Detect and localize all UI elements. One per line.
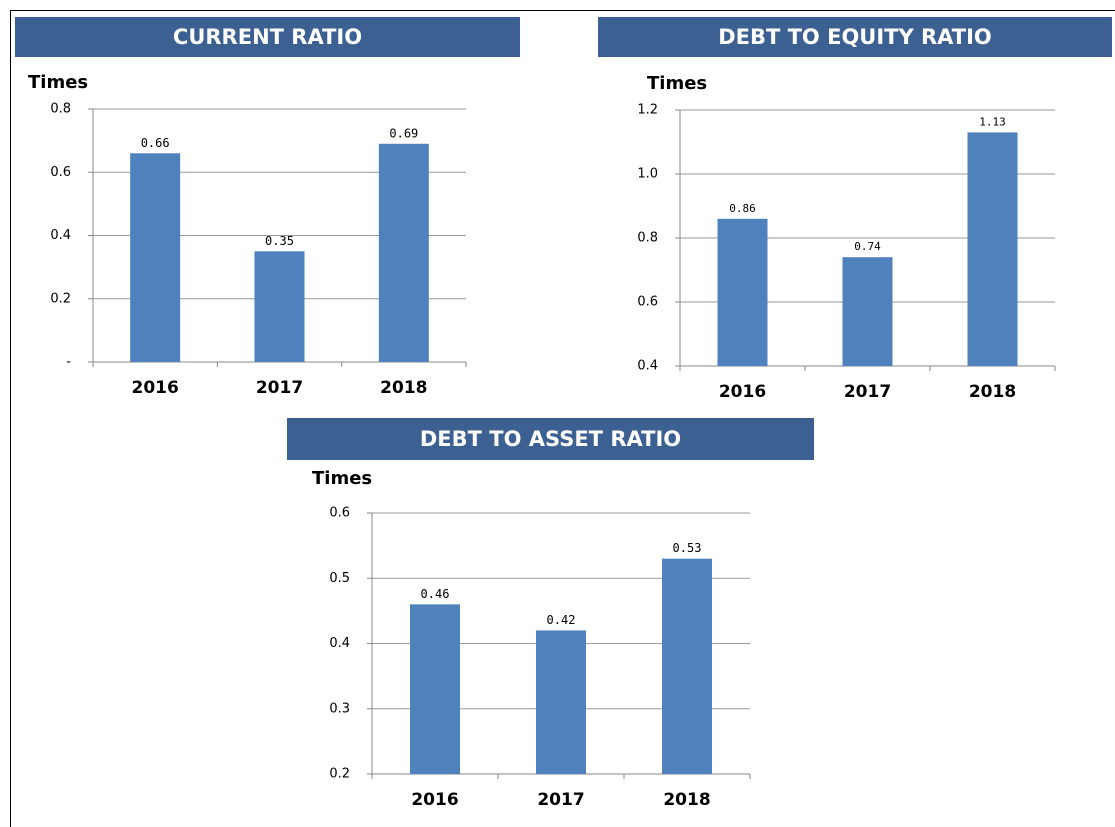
x-tick-label: 2017 — [844, 382, 891, 402]
x-tick-label: 2017 — [537, 790, 584, 810]
x-tick-label: 2016 — [132, 378, 179, 398]
data-label: 0.74 — [854, 240, 881, 253]
y-tick-label: 0.3 — [329, 701, 350, 716]
bar — [536, 630, 586, 774]
y-tick-label: 0.4 — [50, 228, 71, 243]
bar — [662, 558, 712, 774]
y-tick-label: 0.6 — [329, 506, 350, 521]
chart-title: DEBT TO ASSET RATIO — [420, 427, 681, 451]
data-label: 1.13 — [979, 115, 1006, 128]
y-tick-label: 1.2 — [637, 103, 658, 118]
chart-title: CURRENT RATIO — [173, 25, 362, 49]
y-tick-label: 1.0 — [637, 167, 658, 182]
chart-title: DEBT TO EQUITY RATIO — [718, 25, 992, 49]
y-tick-label: 0.6 — [50, 165, 71, 180]
x-tick-label: 2017 — [256, 378, 303, 398]
y-tick-label: 0.2 — [329, 767, 350, 782]
y-tick-label: 0.2 — [50, 291, 71, 306]
title-bar — [15, 17, 520, 57]
y-axis-label: Times — [647, 73, 707, 94]
x-tick-label: 2018 — [663, 790, 710, 810]
bar — [254, 251, 305, 362]
y-tick-label: 0.8 — [50, 102, 71, 117]
data-label: 0.42 — [547, 613, 576, 627]
y-tick-label: 0.5 — [329, 571, 350, 586]
data-label: 0.69 — [389, 126, 418, 140]
x-tick-label: 2018 — [380, 378, 427, 398]
bar — [378, 143, 429, 362]
bar — [717, 218, 768, 366]
frame — [10, 10, 1115, 827]
bar — [967, 132, 1018, 366]
bar — [130, 153, 181, 362]
y-tick-label: 0.8 — [637, 231, 658, 246]
data-label: 0.86 — [729, 202, 756, 215]
data-label: 0.35 — [265, 234, 294, 248]
bar — [842, 257, 893, 366]
y-tick-label: 0.4 — [637, 359, 658, 374]
data-label: 0.53 — [673, 541, 702, 555]
data-label: 0.46 — [421, 587, 450, 601]
y-axis-label: Times — [312, 468, 372, 489]
x-tick-label: 2018 — [969, 382, 1016, 402]
y-axis-label: Times — [28, 72, 88, 93]
y-tick-label: 0.6 — [637, 295, 658, 310]
title-bar — [287, 418, 814, 460]
x-tick-label: 2016 — [719, 382, 766, 402]
y-tick-label: 0.4 — [329, 636, 350, 651]
y-tick-label: - — [66, 355, 71, 370]
data-label: 0.66 — [141, 136, 170, 150]
x-tick-label: 2016 — [411, 790, 458, 810]
bar — [410, 604, 460, 774]
title-bar — [598, 17, 1112, 57]
